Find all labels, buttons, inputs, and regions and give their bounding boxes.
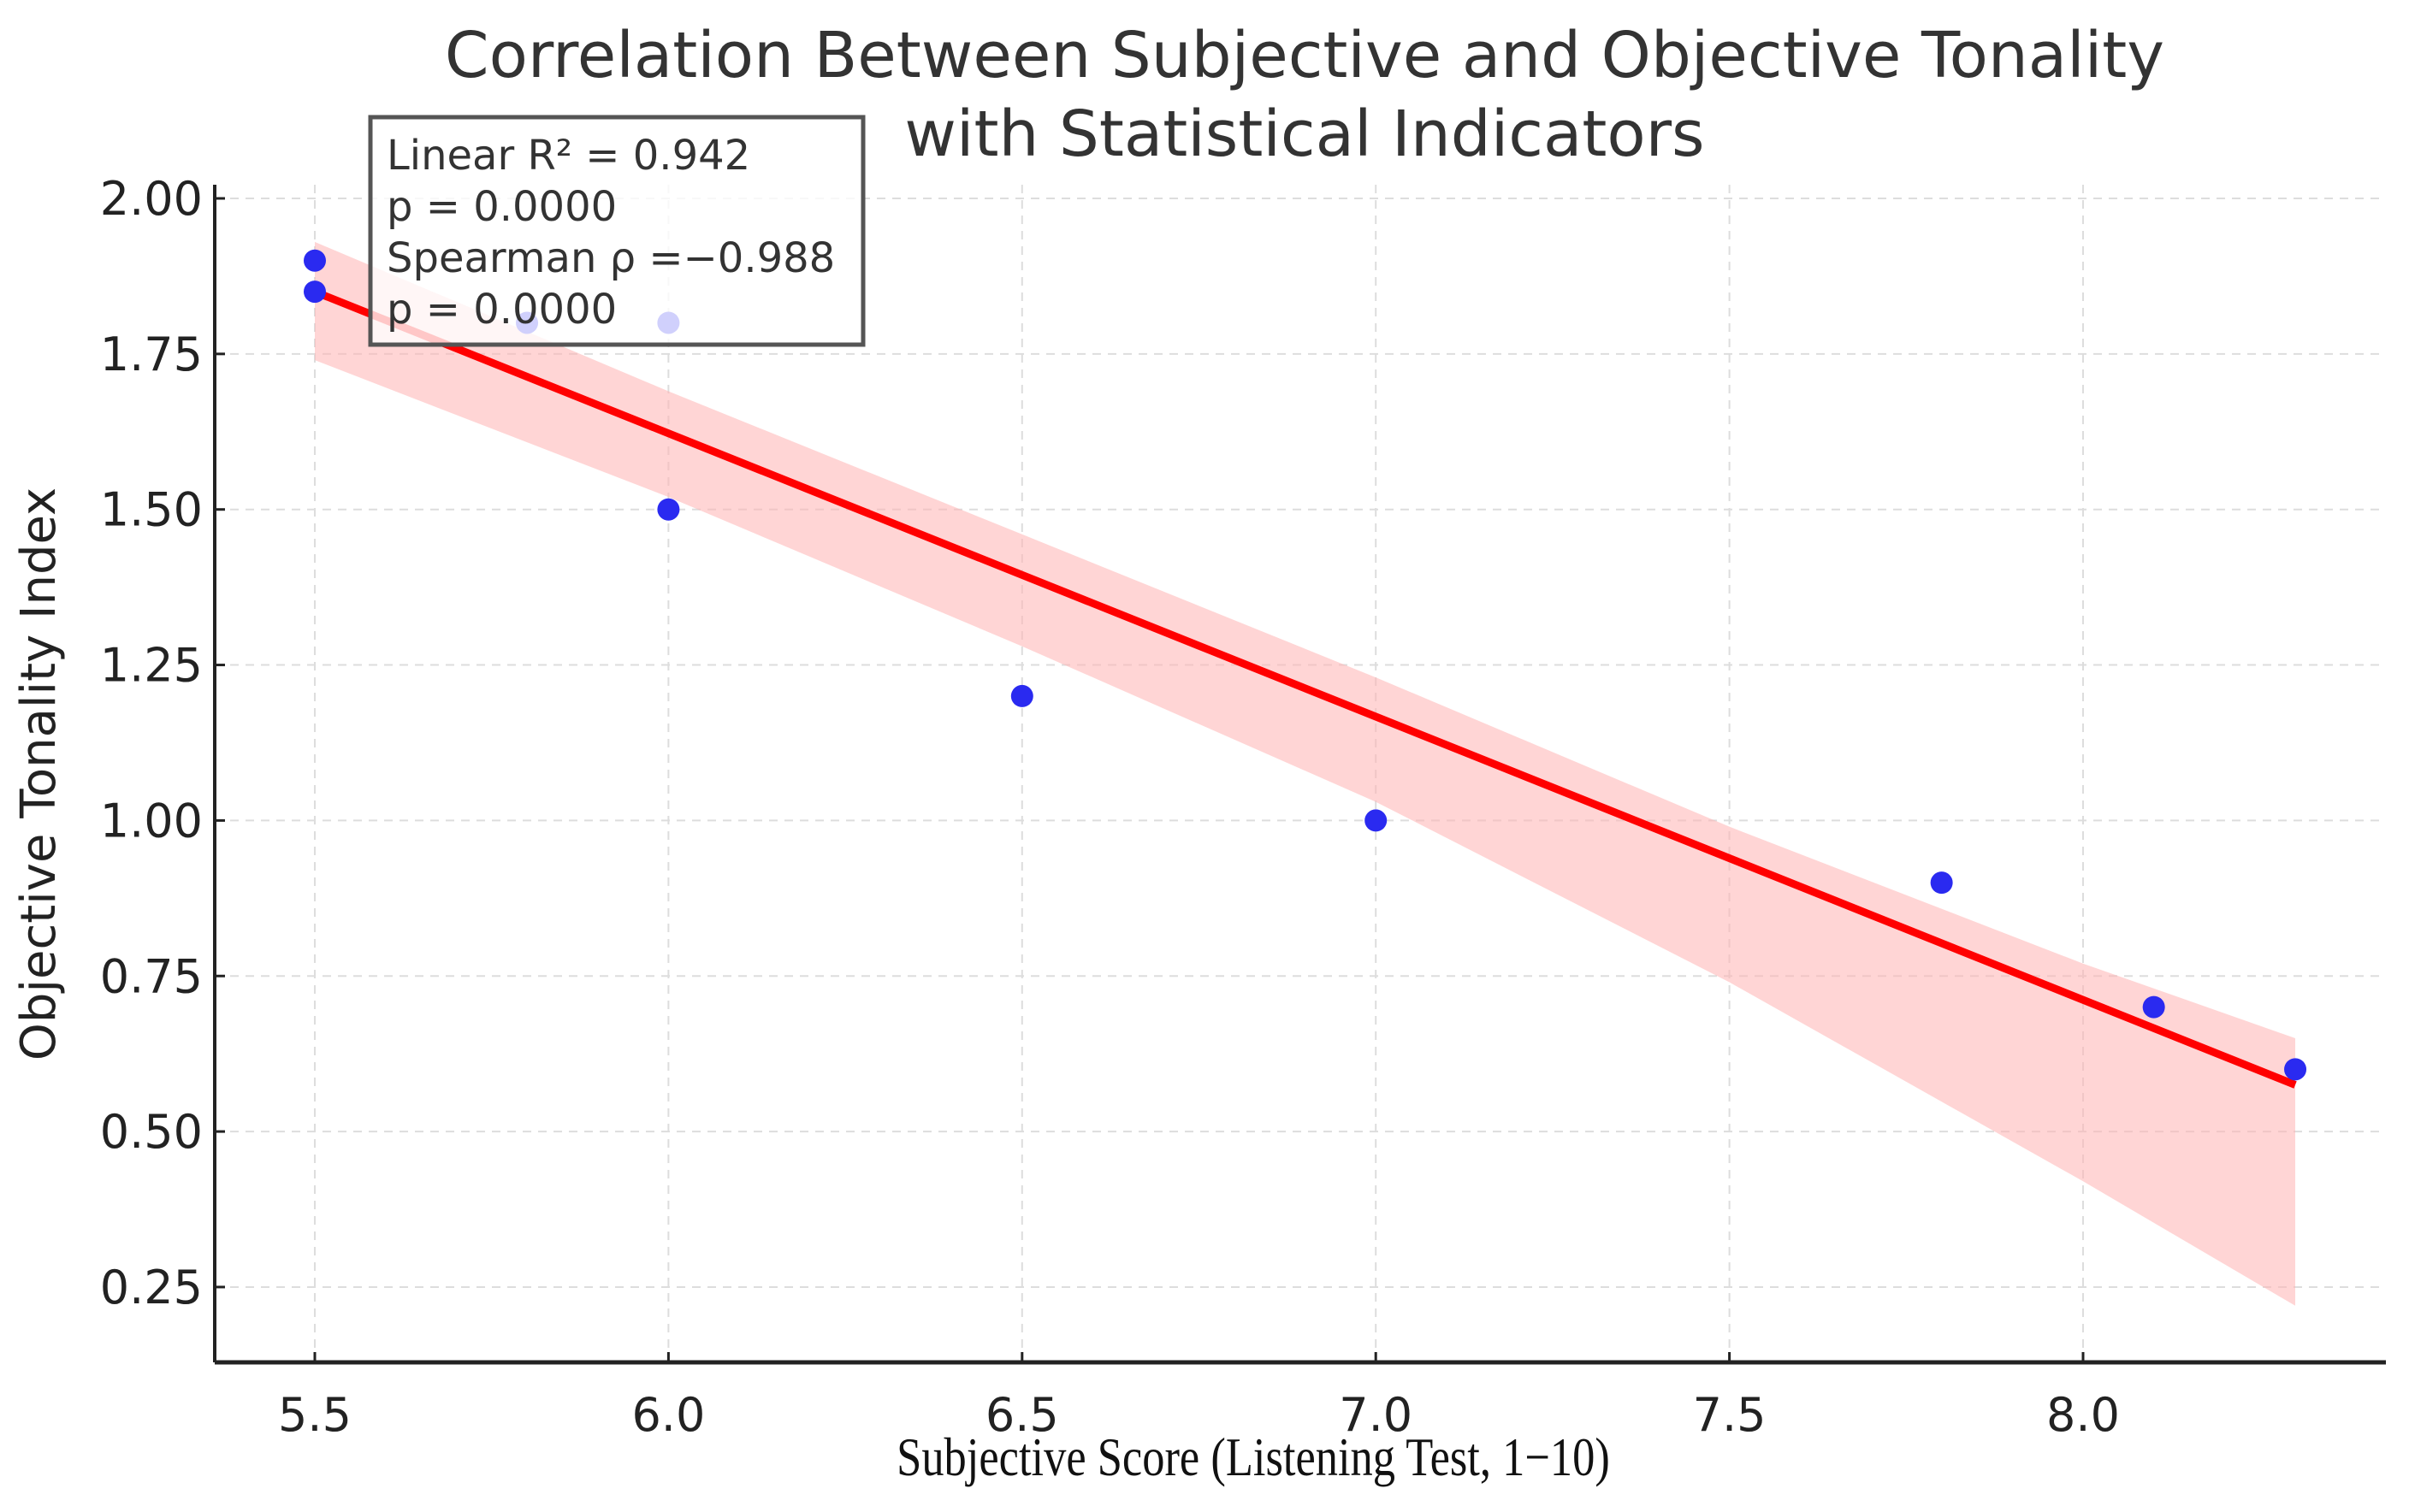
x-axis-label: Subjective Score (Listening Test, 1−10) <box>897 1426 1610 1487</box>
stats-annotation-box: Linear R² = 0.942 p = 0.0000 Spearman ρ … <box>368 115 866 347</box>
y-tick-label: 1.50 <box>100 483 203 537</box>
y-tick-label: 1.25 <box>100 639 203 693</box>
x-tick-label: 5.5 <box>278 1388 352 1442</box>
y-tick-label: 2.00 <box>100 172 203 226</box>
annotation-r2: Linear R² = 0.942 <box>387 132 750 180</box>
data-point <box>1930 871 1953 895</box>
y-tick-label: 1.00 <box>100 794 203 848</box>
y-tick-label: 0.75 <box>100 949 203 1003</box>
x-tick-label: 6.0 <box>631 1388 705 1442</box>
chart-title-line-2: with Statistical Indicators <box>904 97 1704 171</box>
y-tick-label: 0.25 <box>100 1261 203 1314</box>
data-point <box>657 498 680 521</box>
y-axis-label: Objective Tonality Index <box>11 487 67 1060</box>
data-point <box>304 249 326 272</box>
data-point <box>304 281 326 304</box>
annotation-spearman: Spearman ρ =−0.988 <box>387 234 835 282</box>
ci-band-polygon <box>315 241 2296 1306</box>
annotation-p-linear: p = 0.0000 <box>387 183 617 231</box>
tick-labels: 5.5 6.0 6.5 7.0 7.5 8.0 0.25 0.50 0.75 1.00 1.25 1.… <box>100 172 2120 1442</box>
y-tick-label: 1.75 <box>100 328 203 381</box>
chart-title-line-1: Correlation Between Subjective and Objec… <box>445 19 2164 92</box>
x-tick-label: 7.0 <box>1339 1388 1412 1442</box>
x-tick-label: 8.0 <box>2046 1388 2120 1442</box>
y-tick-label: 0.50 <box>100 1105 203 1159</box>
regression-line <box>313 287 2297 1089</box>
fit-line-group <box>313 287 2297 1089</box>
data-point <box>2284 1058 2307 1081</box>
x-tick-label: 7.5 <box>1693 1388 1767 1442</box>
x-tick-label: 6.5 <box>986 1388 1059 1442</box>
confidence-band <box>315 241 2296 1306</box>
data-point <box>2142 995 2165 1019</box>
data-point <box>1364 809 1388 832</box>
axes <box>213 185 2386 1365</box>
data-point <box>1010 684 1033 707</box>
annotation-p-spearman: p = 0.0000 <box>387 286 617 334</box>
